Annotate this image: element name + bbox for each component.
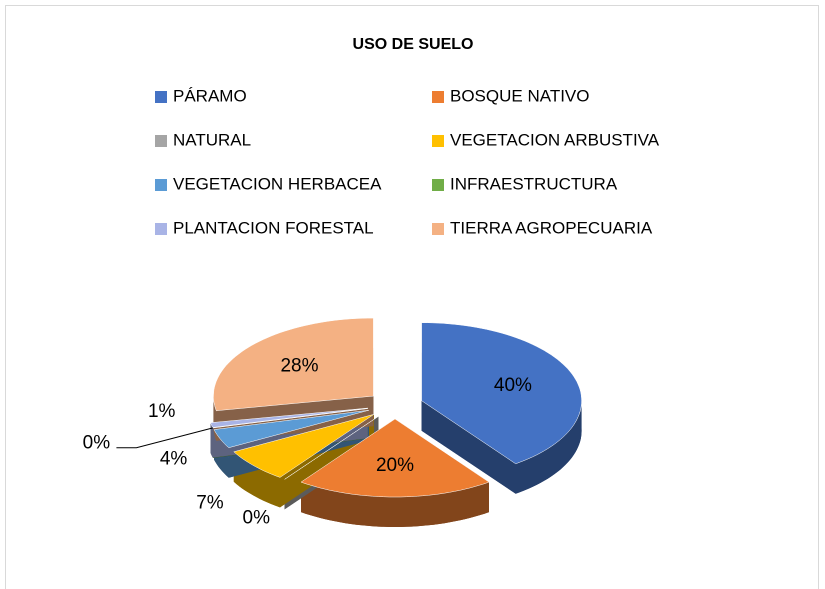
slice-outer-wall — [301, 482, 489, 527]
leader-line — [116, 427, 214, 449]
data-label: 40% — [494, 375, 532, 396]
legend-label: PLANTACION FORESTAL — [173, 218, 374, 237]
legend-swatch — [155, 91, 167, 103]
slice — [213, 317, 374, 411]
legend-swatch — [155, 135, 167, 147]
data-label: 28% — [280, 355, 318, 376]
slice-wall — [421, 400, 516, 494]
legend-swatch — [155, 223, 167, 235]
pie-tops — [210, 317, 582, 498]
legend-label: BOSQUE NATIVO — [450, 86, 590, 105]
slice — [300, 418, 490, 498]
slice-outer-wall — [515, 400, 582, 494]
legend-swatch — [432, 223, 444, 235]
data-label: 0% — [83, 433, 111, 454]
data-label: 20% — [376, 455, 414, 476]
slice — [213, 409, 370, 448]
legend-label: TIERRA AGROPECUARIA — [450, 218, 653, 237]
slice — [233, 414, 375, 478]
slice — [284, 416, 379, 480]
legend-label: INFRAESTRUCTURA — [450, 174, 618, 193]
data-label: 7% — [196, 492, 224, 513]
legend-swatch — [432, 135, 444, 147]
slice — [421, 322, 582, 465]
legend-swatch — [432, 179, 444, 191]
chart-title: USO DE SUELO — [353, 36, 474, 53]
legend-label: NATURAL — [173, 130, 251, 149]
slice — [210, 407, 368, 428]
legend-swatch — [432, 91, 444, 103]
data-label: 4% — [160, 448, 188, 469]
data-label: 1% — [148, 401, 176, 422]
legend-label: VEGETACION HERBACEA — [173, 174, 382, 193]
legend-label: PÁRAMO — [173, 86, 247, 105]
slice-outer-wall — [210, 422, 213, 458]
data-label: 0% — [243, 507, 271, 528]
legend-swatch — [155, 179, 167, 191]
legend-label: VEGETACION ARBUSTIVA — [450, 130, 660, 149]
